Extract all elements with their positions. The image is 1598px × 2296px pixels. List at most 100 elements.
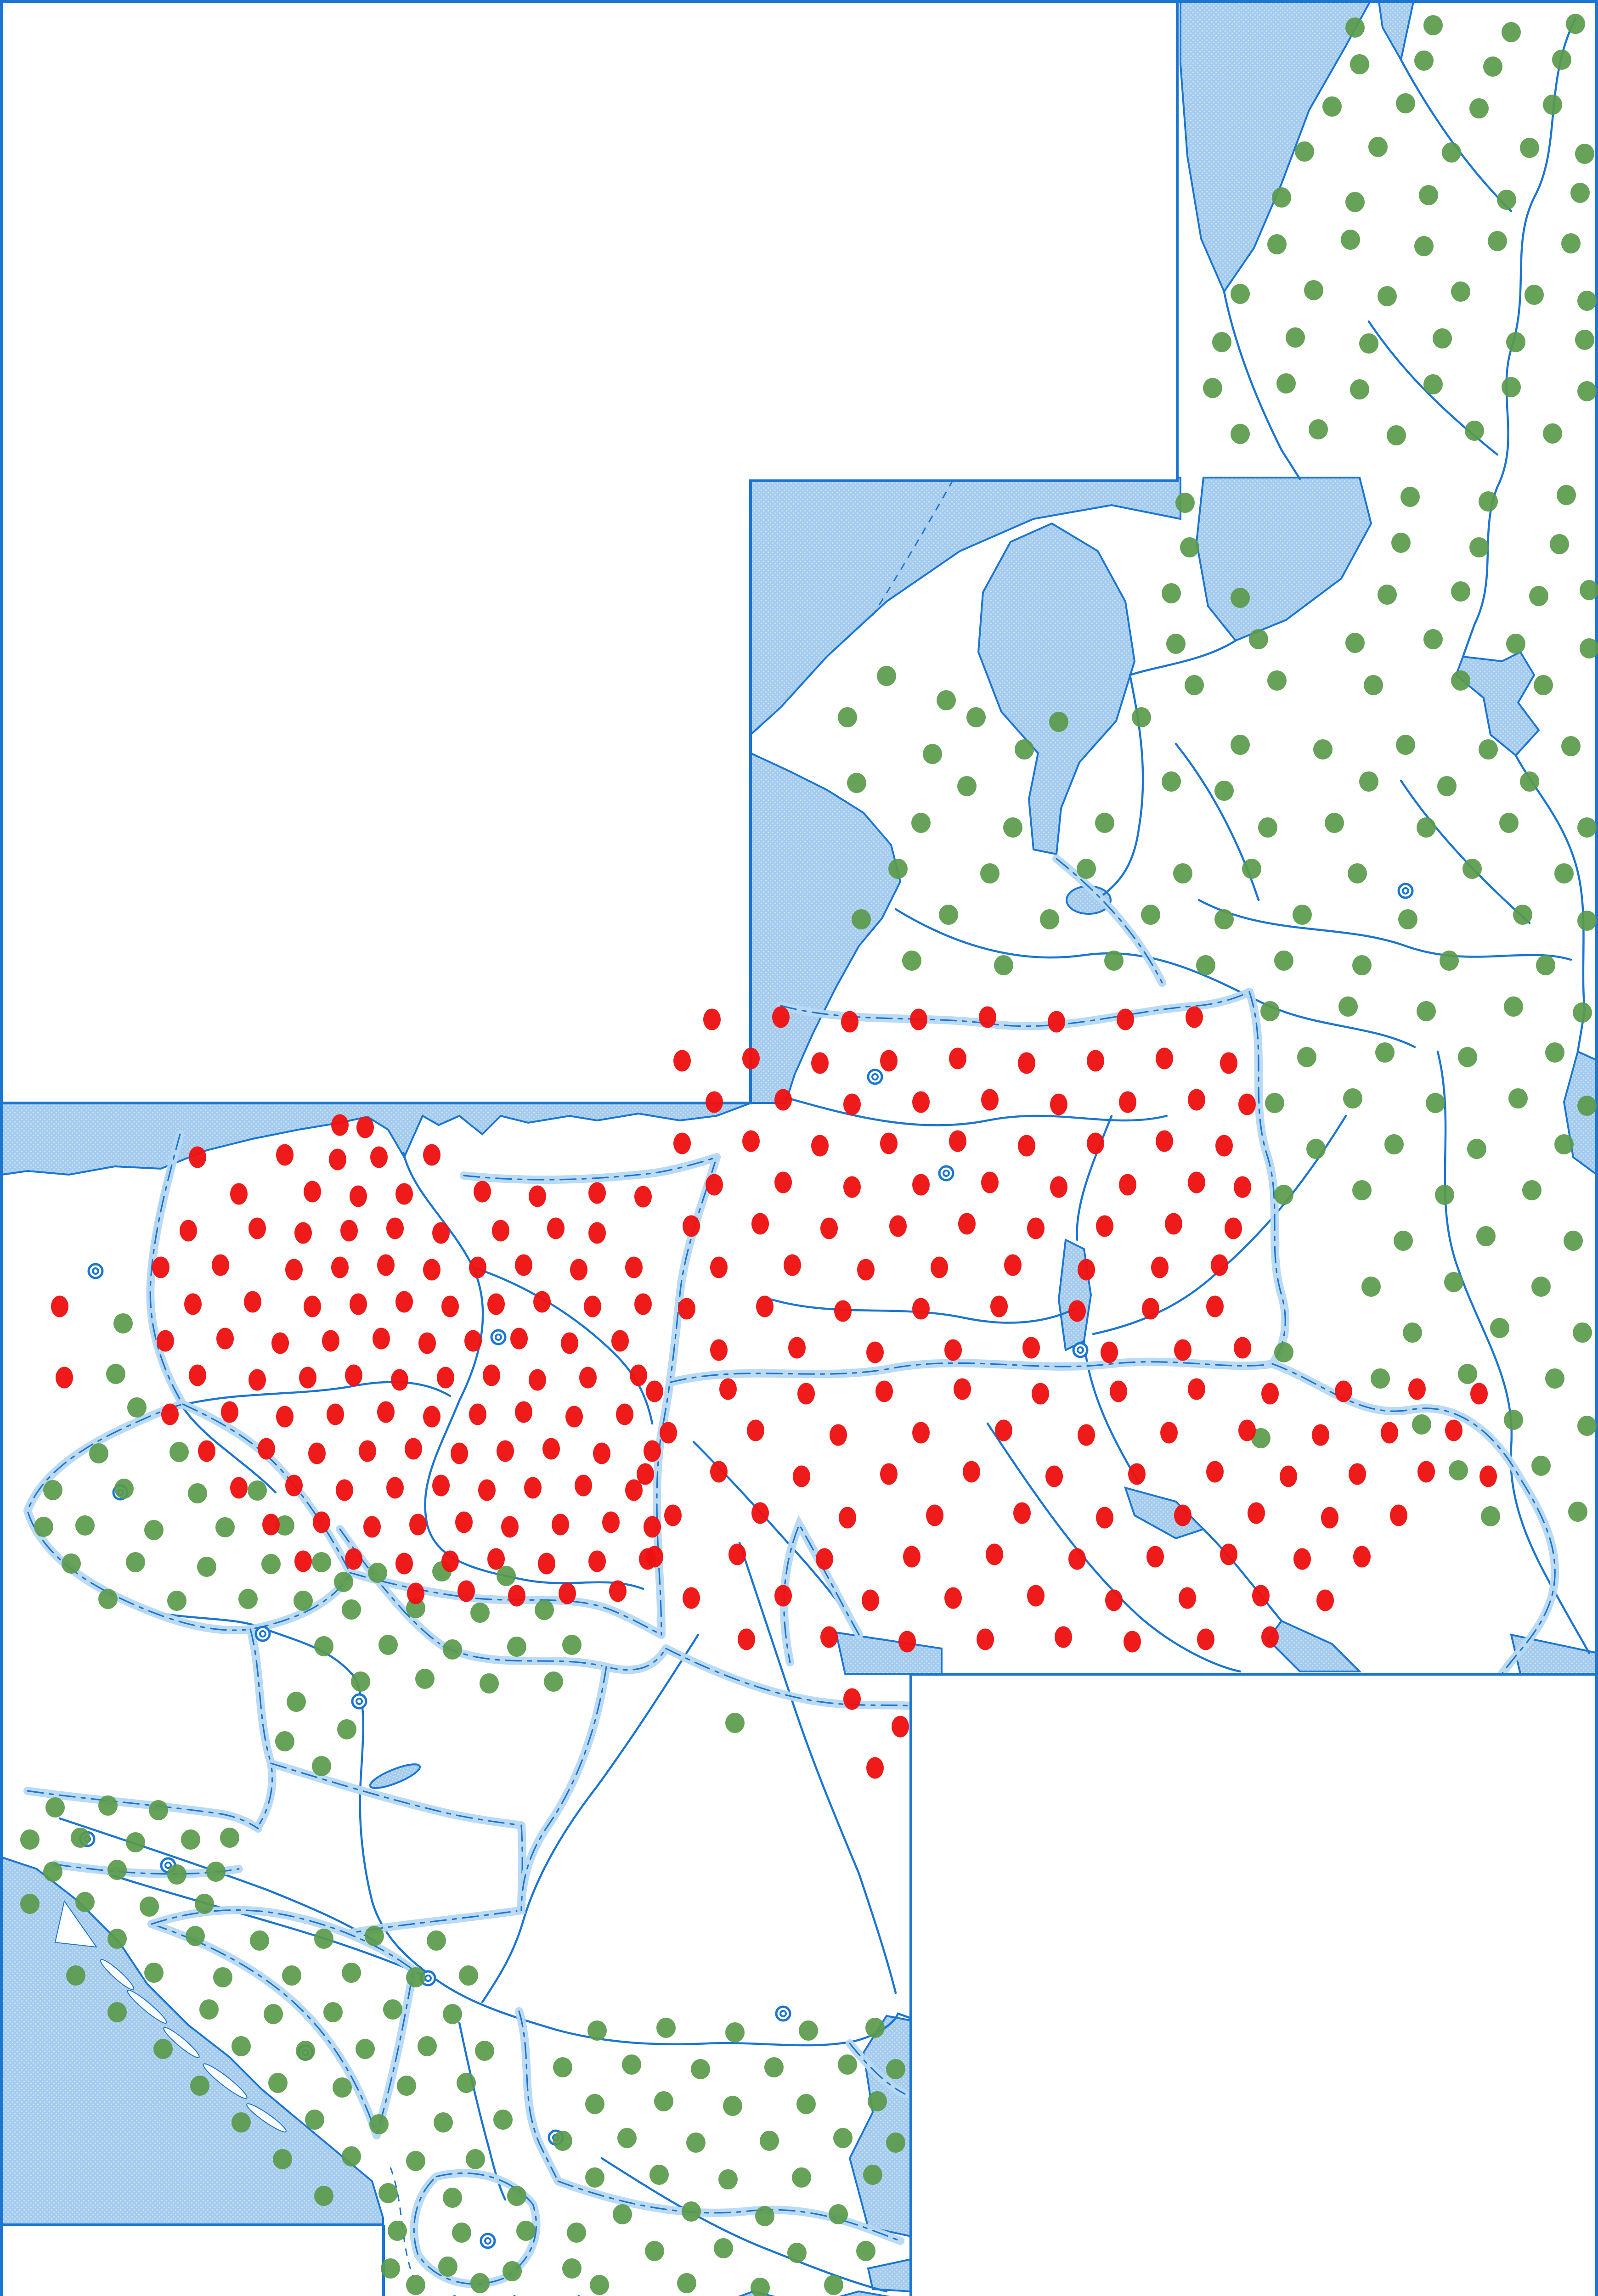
village-dot-green (755, 2206, 774, 2226)
village-dot-red (1013, 1502, 1031, 1524)
village-dot-green (415, 1669, 435, 1689)
village-dot-red (285, 1259, 303, 1281)
village-dot-green (1557, 485, 1576, 505)
village-dot-red (990, 1295, 1008, 1317)
village-dot-red (892, 1716, 909, 1738)
village-dot-red (857, 1259, 875, 1281)
village-dot-green (1561, 736, 1581, 756)
village-dot-green (1345, 633, 1365, 653)
village-dot-green (856, 2241, 875, 2261)
village-dot-red (1316, 1589, 1334, 1611)
village-dot-red (432, 1474, 450, 1497)
village-dot-red (1004, 1254, 1022, 1276)
village-dot-red (542, 1438, 560, 1460)
village-dot-red (788, 1337, 806, 1359)
village-dot-green (1265, 1093, 1284, 1113)
village-dot-red (926, 1504, 943, 1526)
village-dots-nasenje (51, 1006, 1497, 1779)
north-river-1 (1400, 58, 1513, 213)
village-dot-green (369, 2114, 389, 2134)
village-dot-green (1272, 187, 1291, 208)
city-moscow (1397, 883, 1414, 899)
village-dot-red (308, 1442, 326, 1464)
village-dot-red (949, 1047, 966, 1069)
village-dot-red (772, 1006, 790, 1028)
village-dot-green (937, 690, 956, 710)
border-rs-bg (515, 2007, 562, 2185)
village-dot-green (1462, 859, 1482, 879)
village-dot-green (438, 2257, 457, 2277)
village-dot-green (1394, 1231, 1413, 1251)
village-dot-red (1087, 1050, 1104, 1072)
village-dot-red (588, 1182, 606, 1204)
village-dot-red (1252, 1585, 1270, 1607)
village-dot-green (368, 1563, 387, 1583)
village-dot-red (728, 1543, 746, 1565)
village-dot-green (1214, 781, 1234, 801)
border-ua-md (779, 1515, 863, 1666)
village-dot-green (1529, 586, 1548, 606)
village-dot-green (1554, 863, 1574, 884)
village-dot-green (645, 2241, 664, 2261)
village-dot-red (843, 1688, 861, 1710)
village-dot-green (613, 2204, 632, 2224)
village-dot-green (585, 2094, 604, 2114)
village-dot-green (868, 2091, 887, 2111)
lake-peipus (977, 522, 1136, 855)
village-dot-green (1573, 1322, 1592, 1343)
village-dot-red (979, 1006, 996, 1028)
village-dot-red (1055, 1626, 1072, 1648)
village-dot-green (590, 2275, 609, 2295)
village-dot-green (1313, 739, 1333, 760)
village-dot-red (875, 1380, 893, 1402)
village-dot-red (678, 1298, 695, 1320)
village-dot-red (561, 1332, 578, 1354)
village-dot-green (1423, 629, 1443, 649)
village-dot-red (363, 1516, 381, 1538)
village-dot-green (1437, 776, 1457, 796)
village-dot-red (588, 1222, 606, 1244)
village-dot-green (829, 2204, 848, 2224)
village-dot-red (161, 1403, 179, 1425)
city-warsaw (490, 1329, 507, 1345)
pripyat-river (770, 1298, 1076, 1324)
border-ro-bg-dobruja (846, 2039, 909, 2098)
village-dot-red (1078, 1259, 1095, 1281)
village-dot-green (181, 1829, 200, 1850)
village-dot-green (98, 1795, 118, 1816)
village-dot-red (547, 1217, 565, 1239)
village-dot-green (381, 2258, 400, 2279)
village-dot-red (1215, 1135, 1233, 1157)
village-dot-green (1534, 675, 1553, 695)
village-dot-red (423, 1406, 440, 1428)
village-dot-red (508, 1585, 525, 1607)
village-dot-green (1175, 493, 1195, 513)
village-dot-red (1078, 1424, 1095, 1446)
village-dot-green (911, 813, 931, 833)
village-dot-green (1423, 374, 1443, 394)
city-minsk (938, 1165, 954, 1182)
village-dot-red (579, 1367, 597, 1389)
village-dot-red (1321, 1507, 1338, 1529)
village-dot-red (212, 1254, 229, 1276)
village-dot-red (710, 1461, 728, 1483)
village-dot-red (820, 1626, 838, 1648)
village-dot-green (466, 2149, 485, 2169)
village-dot-green (1162, 771, 1181, 792)
border-by-north (777, 988, 1254, 1030)
village-dot-green (1465, 421, 1484, 441)
village-dot-red (1096, 1507, 1113, 1529)
village-dot-green (1525, 285, 1544, 305)
village-dot-red (423, 1259, 440, 1281)
village-dot-green (1040, 909, 1059, 929)
village-dot-green (1550, 534, 1569, 554)
village-dot-red (1068, 1300, 1086, 1322)
village-dot-red (1225, 1217, 1242, 1239)
village-dot-red (912, 1298, 930, 1320)
village-dot-green (342, 2146, 361, 2167)
village-dot-red (903, 1546, 920, 1568)
village-dot-green (213, 1967, 232, 1987)
village-dot-green (107, 1860, 127, 1880)
village-dot-green (443, 2188, 462, 2208)
village-dot-green (1364, 675, 1383, 695)
